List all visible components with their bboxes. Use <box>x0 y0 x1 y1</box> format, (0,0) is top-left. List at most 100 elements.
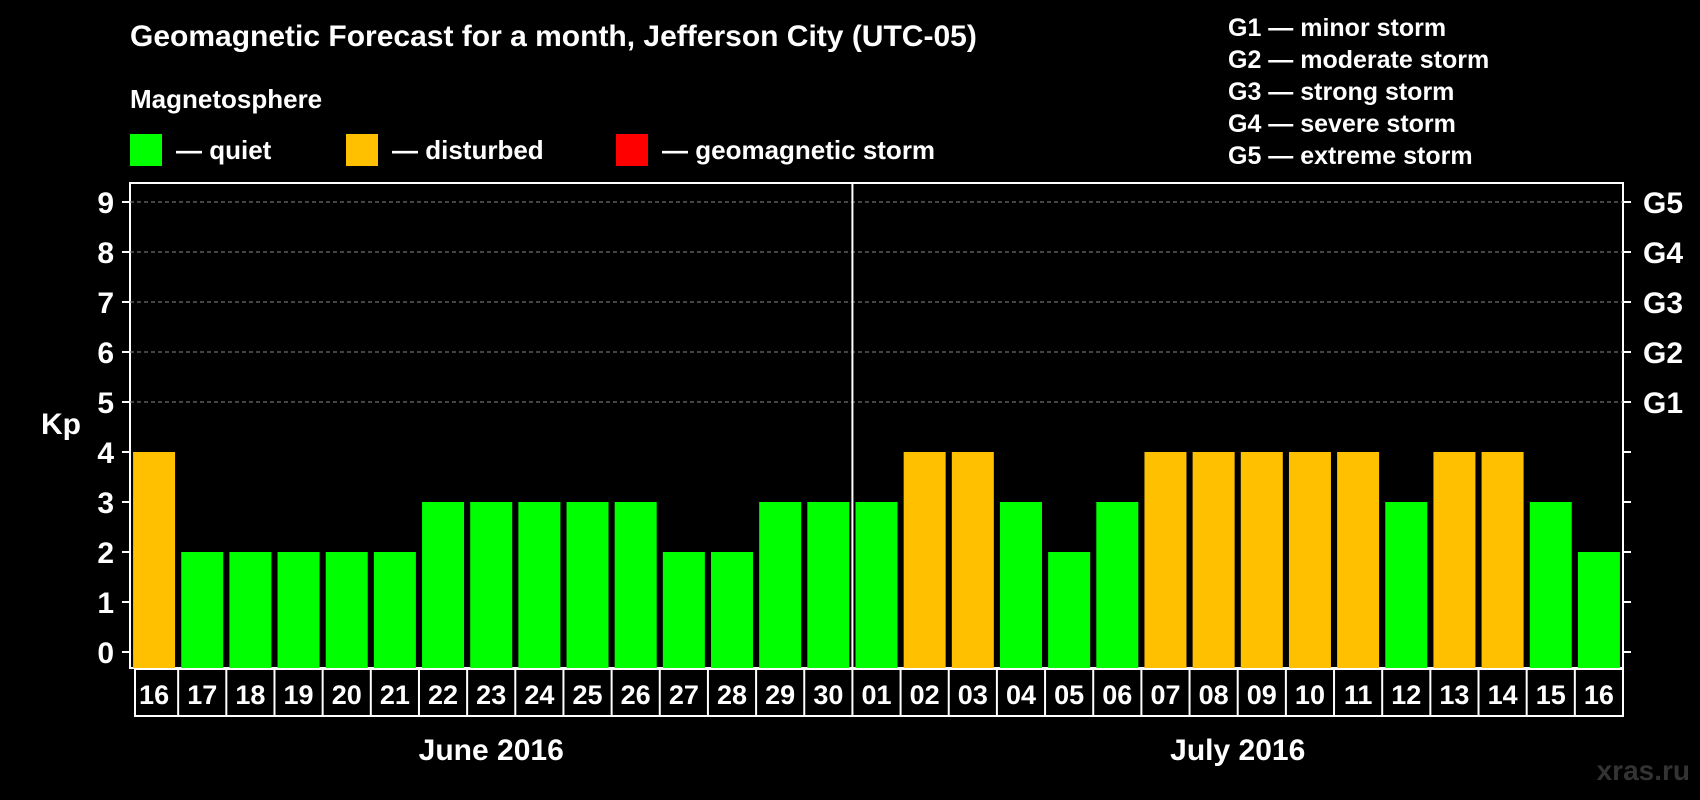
date-label: 11 <box>1344 680 1373 710</box>
date-label: 16 <box>139 680 169 710</box>
y-tick-label: 4 <box>97 437 114 470</box>
legend-item-disturbed: — disturbed <box>346 132 544 168</box>
bar <box>1481 452 1524 668</box>
bar <box>1144 452 1187 668</box>
g-level-g3: G3 — strong storm <box>1228 78 1455 106</box>
right-axis-label: G3 <box>1643 287 1683 320</box>
date-label: 09 <box>1247 680 1277 710</box>
bar <box>470 502 513 668</box>
date-label: 19 <box>284 680 314 710</box>
bar <box>1529 502 1572 668</box>
date-label: 20 <box>332 680 362 710</box>
g-level-g4: G4 — severe storm <box>1228 110 1456 138</box>
bar <box>566 502 609 668</box>
date-label: 03 <box>958 680 988 710</box>
g-level-g1: G1 — minor storm <box>1228 14 1447 42</box>
bar <box>422 502 465 668</box>
y-tick-label: 7 <box>97 287 114 320</box>
legend-label-storm: — geomagnetic storm <box>662 134 936 165</box>
bar <box>711 552 754 668</box>
bar <box>373 552 416 668</box>
bar <box>759 502 802 668</box>
watermark: xras.ru <box>1596 755 1690 786</box>
bar <box>1096 502 1139 668</box>
date-label: 23 <box>476 680 506 710</box>
date-label: 30 <box>813 680 843 710</box>
legend-swatch-storm <box>616 134 648 166</box>
date-label: 29 <box>765 680 795 710</box>
legend-item-storm: — geomagnetic storm <box>616 132 935 168</box>
bar <box>518 502 561 668</box>
y-tick-label: 6 <box>97 337 114 370</box>
y-tick-label: 1 <box>97 587 114 620</box>
y-tick-label: 2 <box>97 537 114 570</box>
month-label-june: June 2016 <box>418 734 564 767</box>
legend-swatch-disturbed <box>346 134 378 166</box>
bar <box>1337 452 1380 668</box>
date-label: 05 <box>1054 680 1084 710</box>
bar <box>951 452 994 668</box>
bar <box>903 452 946 668</box>
date-label: 18 <box>235 680 265 710</box>
g-level-g2: G2 — moderate storm <box>1228 46 1490 74</box>
y-tick-label: 9 <box>97 187 114 220</box>
date-label: 15 <box>1536 680 1566 710</box>
date-row-frame <box>134 668 1624 717</box>
bar <box>1433 452 1476 668</box>
legend-label-quiet: — quiet <box>176 134 272 165</box>
bar <box>1385 502 1428 668</box>
bar <box>277 552 320 668</box>
bar <box>181 552 224 668</box>
bar <box>133 452 176 668</box>
date-label: 16 <box>1584 680 1614 710</box>
date-label: 28 <box>717 680 747 710</box>
bar <box>1288 452 1331 668</box>
legend-swatch-quiet <box>130 134 162 166</box>
date-label: 12 <box>1391 680 1421 710</box>
date-label: 10 <box>1295 680 1325 710</box>
date-label: 25 <box>573 680 603 710</box>
date-label: 13 <box>1439 680 1469 710</box>
right-axis-label: G5 <box>1643 187 1683 220</box>
g-level-g5: G5 — extreme storm <box>1228 142 1473 170</box>
y-tick-label: 8 <box>97 237 114 270</box>
date-label: 07 <box>1150 680 1180 710</box>
date-label: 08 <box>1199 680 1229 710</box>
g-level-legend: G1 — minor storm G2 — moderate storm G3 … <box>1228 12 1489 172</box>
date-label: 14 <box>1488 680 1518 710</box>
right-axis-label: G1 <box>1643 387 1683 420</box>
bar <box>999 502 1042 668</box>
bar <box>1048 552 1091 668</box>
right-axis-label: G2 <box>1643 337 1683 370</box>
date-label: 06 <box>1102 680 1132 710</box>
legend-label-disturbed: — disturbed <box>392 134 544 165</box>
bar <box>1240 452 1283 668</box>
date-label: 17 <box>187 680 217 710</box>
month-label-july: July 2016 <box>1170 734 1306 767</box>
bar <box>325 552 368 668</box>
bar <box>614 502 657 668</box>
date-label: 21 <box>380 680 410 710</box>
y-tick-label: 5 <box>97 387 114 420</box>
date-label: 22 <box>428 680 458 710</box>
y-tick-label: 3 <box>97 487 114 520</box>
bar <box>1577 552 1620 668</box>
date-label: 02 <box>910 680 940 710</box>
right-axis-label: G4 <box>1643 237 1683 270</box>
y-axis-label: Kp <box>41 408 81 441</box>
legend-item-quiet: — quiet <box>130 132 271 168</box>
bar <box>807 502 850 668</box>
bar <box>229 552 272 668</box>
bar <box>855 502 898 668</box>
date-label: 24 <box>524 680 554 710</box>
bar <box>1192 452 1235 668</box>
date-label: 27 <box>669 680 699 710</box>
legend-subtitle: Magnetosphere <box>130 84 323 114</box>
chart-title: Geomagnetic Forecast for a month, Jeffer… <box>130 20 977 53</box>
y-tick-label: 0 <box>97 637 114 670</box>
bar <box>662 552 705 668</box>
date-label: 01 <box>861 680 891 710</box>
date-label: 04 <box>1006 680 1036 710</box>
date-label: 26 <box>621 680 651 710</box>
